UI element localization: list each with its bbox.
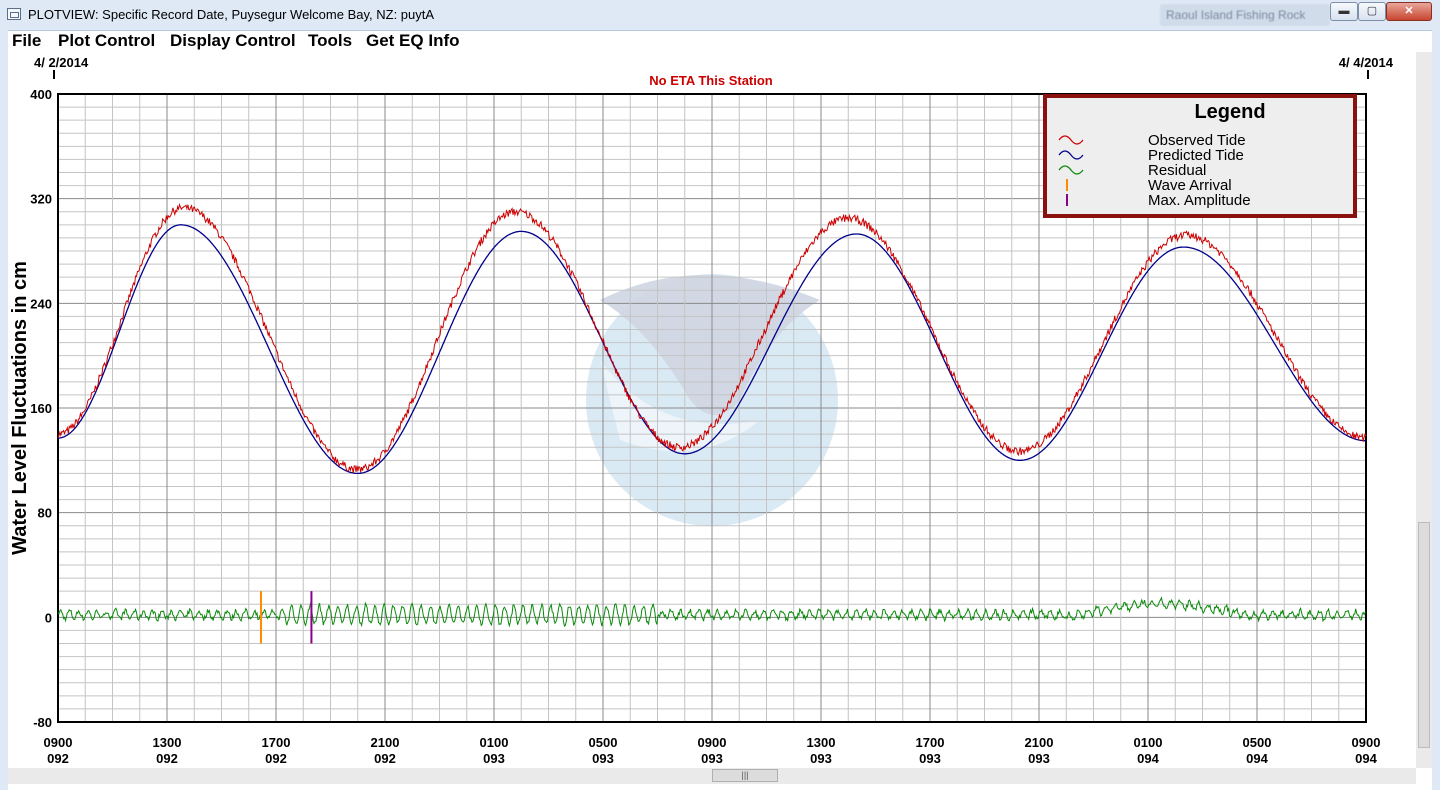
x-tick-day-label: 093 [592,751,614,766]
legend-box [1043,94,1357,218]
x-tick-time-label: 0900 [44,735,73,750]
menu-display-control[interactable]: Display Control [170,31,296,50]
legend-swatch [1058,165,1084,175]
menu-get-eq-info[interactable]: Get EQ Info [366,31,460,50]
legend-label: Observed Tide [1148,132,1246,149]
window-title: PLOTVIEW: Specific Record Date, Puysegur… [28,7,435,22]
background-window-title: Raoul Island Fishing Rock [1160,4,1330,26]
y-tick-label: 80 [38,506,52,521]
y-tick-label: 160 [30,401,52,416]
x-tick-day-label: 094 [1246,751,1268,766]
predicted-tide-series [58,224,1366,475]
maximize-button[interactable]: ▢ [1358,2,1386,21]
x-tick-time-label: 0900 [1352,735,1381,750]
legend-label: Max. Amplitude [1148,192,1251,209]
x-tick-time-label: 0500 [589,735,618,750]
x-tick-day-label: 093 [810,751,832,766]
y-axis-ticks: -80 0 80 160 240 320 400 [30,87,52,730]
vertical-scroll-thumb[interactable] [1418,522,1430,748]
observed-tide-series [57,203,1367,473]
x-tick-day-label: 093 [701,751,723,766]
end-date-label: 4/ 4/2014 [1339,55,1394,70]
legend-swatch [1058,150,1084,160]
x-axis-ticks: 0900092130009217000922100092010009305000… [44,735,1381,766]
x-tick-time-label: 2100 [371,735,400,750]
x-tick-time-label: 1700 [916,735,945,750]
y-tick-label: 320 [30,192,52,207]
legend-swatch [1058,135,1084,145]
x-tick-day-label: 092 [265,751,287,766]
y-tick-label: 0 [45,610,52,625]
y-axis-label: Water Level Fluctuations in cm [9,261,31,555]
x-tick-day-label: 094 [1355,751,1377,766]
x-tick-time-label: 1700 [262,735,291,750]
minimize-button[interactable]: ▬ [1330,2,1358,21]
x-tick-day-label: 092 [156,751,178,766]
x-tick-time-label: 0500 [1243,735,1272,750]
y-tick-label: -80 [33,715,52,730]
menu-bar: File Plot Control Display Control Tools … [8,31,1432,51]
title-bar[interactable]: PLOTVIEW: Specific Record Date, Puysegur… [0,0,1440,31]
menu-tools[interactable]: Tools [308,31,353,50]
app-icon [7,8,21,20]
x-tick-time-label: 1300 [807,735,836,750]
x-tick-day-label: 092 [374,751,396,766]
x-tick-day-label: 093 [1028,751,1050,766]
y-tick-label: 240 [30,296,52,311]
y-tick-label: 400 [30,87,52,102]
x-tick-day-label: 093 [919,751,941,766]
legend-title: Legend [1194,101,1265,123]
watermark-gull [600,275,820,415]
residual-series [57,596,1366,628]
close-button[interactable]: ✕ [1386,2,1432,21]
eta-notice: No ETA This Station [649,73,773,88]
horizontal-scroll-thumb[interactable]: ||| [712,769,778,782]
plot-area-border [57,93,1367,723]
window-frame-left [0,30,8,790]
legend-label: Residual [1148,162,1206,179]
watermark-wave [600,360,760,452]
x-tick-time-label: 0900 [698,735,727,750]
legend-label: Wave Arrival [1148,177,1232,194]
window-frame-right [1432,30,1440,790]
legend-label: Predicted Tide [1148,147,1244,164]
x-tick-day-label: 093 [483,751,505,766]
x-tick-time-label: 2100 [1025,735,1054,750]
x-tick-time-label: 0100 [480,735,509,750]
x-tick-day-label: 092 [47,751,69,766]
menu-plot-control[interactable]: Plot Control [58,31,156,50]
x-tick-time-label: 1300 [153,735,182,750]
x-tick-time-label: 0100 [1134,735,1163,750]
x-tick-day-label: 094 [1137,751,1159,766]
menu-file[interactable]: File [12,31,42,50]
start-date-label: 4/ 2/2014 [34,55,89,70]
